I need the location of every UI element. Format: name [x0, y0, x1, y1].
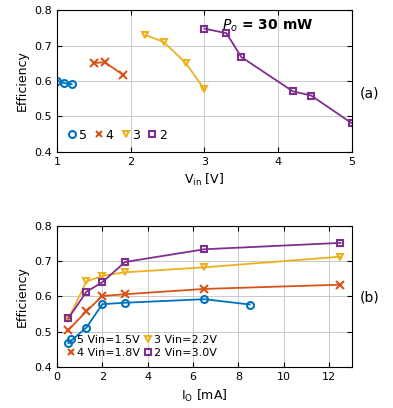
Y-axis label: Efficiency: Efficiency [16, 266, 29, 327]
X-axis label: V$_{\mathregular{in}}$ [V]: V$_{\mathregular{in}}$ [V] [184, 172, 224, 188]
X-axis label: I$_{\mathregular{O}}$ [mA]: I$_{\mathregular{O}}$ [mA] [181, 388, 228, 404]
Text: (b): (b) [360, 291, 379, 305]
Text: $\mathit{P}_{o}$ = 30 mW: $\mathit{P}_{o}$ = 30 mW [222, 17, 314, 34]
Legend: 5, 4, 3, 2: 5, 4, 3, 2 [66, 126, 169, 144]
Y-axis label: Efficiency: Efficiency [16, 51, 29, 111]
Text: (a): (a) [360, 87, 379, 101]
Legend: 5 Vin=1.5V, 4 Vin=1.8V, 3 Vin=2.2V, 2 Vin=3.0V: 5 Vin=1.5V, 4 Vin=1.8V, 3 Vin=2.2V, 2 Vi… [66, 333, 219, 360]
